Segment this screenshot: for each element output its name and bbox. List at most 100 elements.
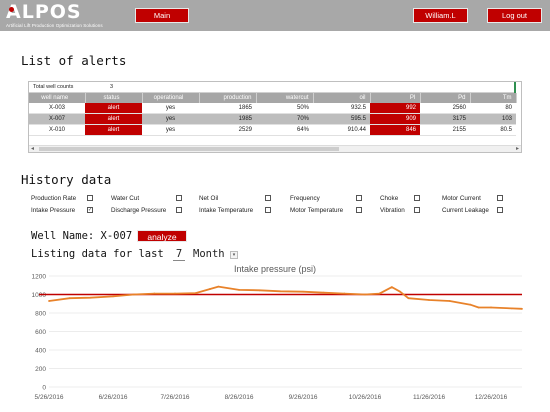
alerts-title: List of alerts (21, 53, 127, 68)
checkbox-icon[interactable] (414, 207, 420, 213)
scroll-right-icon[interactable]: ▸ (515, 146, 519, 152)
well-name-label: Well Name: X-007 (31, 230, 133, 242)
logo: ALPOS Artificial Lift Production Optimiz… (6, 2, 103, 28)
checkbox-label: Production Rate (31, 195, 77, 202)
checkbox-label: Intake Pressure (31, 207, 76, 214)
cell-status: alert (85, 124, 142, 136)
column-header[interactable]: operational (142, 93, 200, 103)
checkbox-icon[interactable] (87, 195, 93, 201)
checkbox-icon[interactable] (356, 195, 362, 201)
scroll-left-icon[interactable]: ◂ (31, 146, 35, 152)
checkbox-icon[interactable] (356, 207, 362, 213)
checkbox-icon[interactable] (497, 195, 503, 201)
cell-production: 1985 (199, 113, 256, 125)
main-button[interactable]: Main (135, 8, 189, 23)
cell-pi: 909 (370, 113, 420, 125)
analyze-button[interactable]: analyze (137, 230, 187, 242)
cell-watercut: 64% (256, 124, 313, 136)
checkbox-label: Intake Temperature (199, 207, 254, 214)
column-header[interactable]: PI (370, 93, 421, 103)
cell-watercut: 70% (256, 113, 313, 125)
checkbox-icon[interactable] (265, 195, 271, 201)
data-point (343, 292, 346, 295)
y-tick-label: 1000 (32, 292, 47, 299)
checkbox-icon[interactable] (176, 207, 182, 213)
table-row[interactable]: X-010 alert yes 2529 64% 910.44 846 2155 80.5 (29, 124, 516, 136)
column-header[interactable]: status (85, 93, 143, 103)
cell-well: X-007 (29, 113, 85, 125)
user-button[interactable]: William.L (413, 8, 468, 23)
top-bar: ALPOS Artificial Lift Production Optimiz… (0, 0, 550, 31)
data-point (112, 295, 114, 298)
cell-pi: 992 (370, 103, 420, 114)
y-tick-label: 800 (35, 311, 46, 318)
cell-operational: yes (142, 124, 199, 136)
y-tick-label: 400 (35, 348, 46, 355)
x-tick-label: 9/26/2016 (289, 394, 318, 401)
checkbox-label: Motor Temperature (290, 207, 344, 214)
column-header[interactable]: production (199, 93, 257, 103)
data-point (279, 290, 282, 293)
cell-operational: yes (142, 113, 199, 125)
cell-pd: 2155 (420, 124, 470, 136)
x-tick-label: 10/26/2016 (349, 394, 382, 401)
scroll-thumb[interactable] (39, 147, 339, 151)
column-header[interactable]: well name (29, 93, 86, 103)
column-header[interactable]: oil (313, 93, 371, 103)
green-marker (514, 82, 516, 93)
cell-operational: yes (142, 103, 199, 114)
data-point (364, 293, 366, 296)
data-point (194, 292, 197, 295)
total-label: Total well counts (33, 84, 74, 90)
data-point (217, 285, 220, 288)
series-line (48, 285, 523, 310)
checkbox-icon[interactable] (176, 195, 182, 201)
data-point (490, 306, 492, 309)
logo-text: ALPOS (6, 1, 82, 23)
data-point (153, 292, 156, 295)
cell-status: alert (85, 113, 142, 125)
months-input[interactable]: 7 (173, 248, 185, 261)
table-row[interactable]: X-003 alert yes 1865 50% 932.5 992 2560 80 (29, 103, 516, 114)
data-point (302, 290, 304, 293)
column-header[interactable]: watercut (256, 93, 314, 103)
data-point (68, 297, 71, 300)
logo-tagline: Artificial Lift Production Optimization … (6, 23, 103, 28)
column-header[interactable]: Tm (470, 93, 517, 103)
data-point (258, 289, 261, 292)
data-point (390, 286, 393, 288)
logo-letter: A (6, 1, 22, 23)
logout-button[interactable]: Log out (487, 8, 542, 23)
checkbox-label: Vibration (380, 207, 405, 214)
x-tick-label: 8/26/2016 (225, 394, 254, 401)
data-point (378, 292, 381, 295)
table-row[interactable]: X-007 alert yes 1985 70% 595.5 909 3175 103 (29, 113, 516, 125)
checkbox-label: Water Cut (111, 195, 140, 202)
column-header[interactable]: Pd (420, 93, 471, 103)
listing-label: Listing data for last (31, 248, 164, 260)
checkbox-label: Current Leakage (442, 207, 489, 214)
checkbox-icon[interactable] (414, 195, 420, 201)
data-point (477, 306, 480, 309)
x-tick-label: 11/26/2016 (413, 394, 445, 401)
data-point (89, 296, 92, 299)
horizontal-scrollbar[interactable]: ◂ ▸ (29, 145, 521, 152)
x-tick-label: 5/26/2016 (35, 394, 64, 401)
total-well-count-row: Total well counts 3 (29, 82, 516, 93)
checked-box-icon[interactable]: ✓ (87, 207, 93, 213)
month-unit-label: Month (193, 248, 225, 260)
history-checkboxes: Production Rate Water Cut Net Oil Frequency… (31, 194, 511, 216)
chevron-down-icon[interactable]: ▾ (230, 251, 238, 259)
cell-well: X-003 (29, 103, 85, 114)
checkbox-icon[interactable] (497, 207, 503, 213)
cell-watercut: 50% (256, 103, 313, 114)
data-point (407, 297, 410, 300)
data-point (469, 303, 472, 306)
data-point (174, 292, 176, 295)
y-tick-label: 0 (42, 385, 46, 392)
data-point (521, 307, 523, 310)
cell-oil: 595.5 (313, 113, 370, 125)
checkbox-icon[interactable] (265, 207, 271, 213)
cell-pd: 3175 (420, 113, 470, 125)
checkbox-label: Choke (380, 195, 399, 202)
